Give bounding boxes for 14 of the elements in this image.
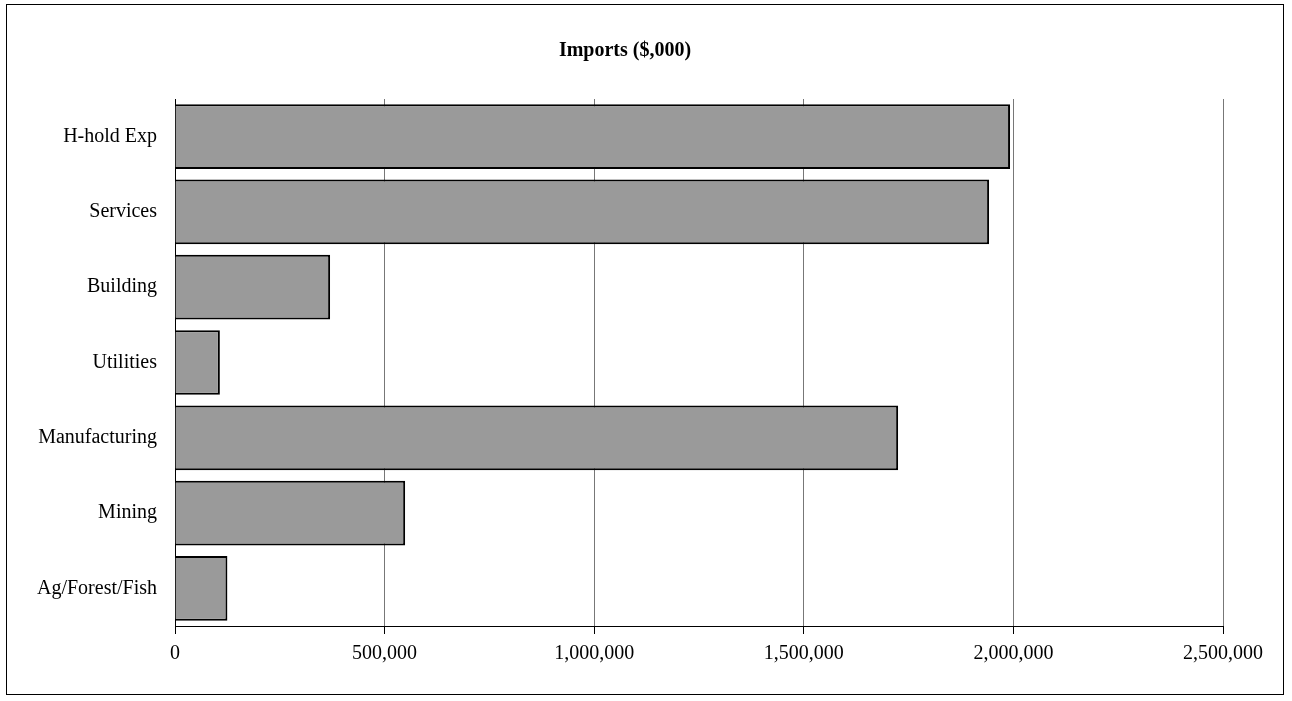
y-tick-label: Building: [87, 274, 158, 298]
x-tick-label: 2,000,000: [973, 641, 1054, 664]
y-tick-label: H-hold Exp: [63, 123, 158, 147]
x-tick-label: 0: [170, 641, 181, 664]
y-tick-label: Manufacturing: [38, 425, 158, 449]
y-tick-label: Services: [89, 199, 158, 222]
chart-title: Imports ($,000): [558, 38, 692, 62]
x-tick-label: 1,500,000: [763, 641, 844, 664]
x-tick-label: 500,000: [352, 641, 418, 664]
y-tick-label: Mining: [98, 500, 158, 524]
x-tick-label: 2,500,000: [1183, 641, 1263, 664]
y-tick-label: Utilities: [92, 349, 158, 372]
x-tick-label: 1,000,000: [554, 641, 635, 664]
y-tick-label: Ag/Forest/Fish: [36, 575, 158, 599]
